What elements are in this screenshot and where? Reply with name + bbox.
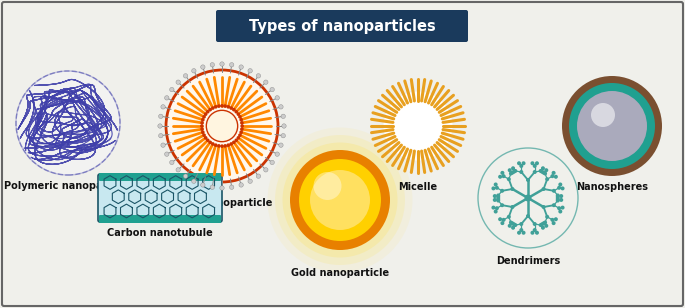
Circle shape xyxy=(560,186,564,190)
Circle shape xyxy=(558,209,562,213)
Circle shape xyxy=(275,96,279,100)
Circle shape xyxy=(554,175,558,179)
Circle shape xyxy=(577,91,647,161)
Circle shape xyxy=(256,174,260,178)
Circle shape xyxy=(556,199,560,203)
Circle shape xyxy=(535,161,539,165)
Circle shape xyxy=(517,231,521,235)
Circle shape xyxy=(533,228,537,232)
Circle shape xyxy=(161,143,165,147)
Circle shape xyxy=(234,139,238,142)
Circle shape xyxy=(554,217,558,221)
Circle shape xyxy=(229,63,234,67)
Circle shape xyxy=(200,124,203,128)
Circle shape xyxy=(170,160,174,165)
Circle shape xyxy=(541,166,545,170)
Circle shape xyxy=(498,175,502,179)
Circle shape xyxy=(220,104,224,107)
Circle shape xyxy=(501,218,506,222)
Circle shape xyxy=(495,186,499,190)
Circle shape xyxy=(256,74,260,78)
Circle shape xyxy=(569,83,655,169)
Circle shape xyxy=(202,115,206,119)
Circle shape xyxy=(239,130,243,134)
Circle shape xyxy=(384,91,453,160)
Circle shape xyxy=(545,224,548,228)
Circle shape xyxy=(509,221,513,225)
Circle shape xyxy=(210,63,214,67)
Circle shape xyxy=(223,104,227,108)
Circle shape xyxy=(275,152,279,156)
Circle shape xyxy=(164,152,169,156)
Circle shape xyxy=(159,133,163,138)
Circle shape xyxy=(248,69,252,73)
Circle shape xyxy=(164,96,169,100)
Circle shape xyxy=(202,133,206,137)
Circle shape xyxy=(161,105,165,109)
Circle shape xyxy=(159,114,163,119)
Circle shape xyxy=(496,193,500,197)
Circle shape xyxy=(509,172,513,176)
Circle shape xyxy=(513,223,517,227)
Circle shape xyxy=(507,215,511,219)
Circle shape xyxy=(192,69,196,73)
Circle shape xyxy=(200,127,204,131)
Circle shape xyxy=(560,206,564,210)
Circle shape xyxy=(525,194,532,201)
Circle shape xyxy=(535,231,539,235)
Circle shape xyxy=(510,187,514,191)
Circle shape xyxy=(545,177,549,181)
Circle shape xyxy=(526,214,530,218)
Circle shape xyxy=(229,142,233,146)
Circle shape xyxy=(239,65,243,69)
Circle shape xyxy=(559,194,563,198)
Text: Gold nanoparticle: Gold nanoparticle xyxy=(291,268,389,278)
Circle shape xyxy=(519,228,523,232)
Circle shape xyxy=(556,197,560,201)
Circle shape xyxy=(192,179,196,184)
Circle shape xyxy=(201,65,205,69)
Circle shape xyxy=(232,140,236,144)
Circle shape xyxy=(223,144,227,148)
Circle shape xyxy=(217,104,221,108)
Circle shape xyxy=(227,105,230,109)
Circle shape xyxy=(236,136,240,140)
Circle shape xyxy=(220,144,224,148)
Circle shape xyxy=(511,166,515,170)
Circle shape xyxy=(206,110,210,114)
Circle shape xyxy=(510,205,514,209)
Circle shape xyxy=(270,160,275,165)
Circle shape xyxy=(240,121,244,125)
Circle shape xyxy=(290,150,390,250)
Circle shape xyxy=(551,221,556,225)
Circle shape xyxy=(542,205,545,209)
Circle shape xyxy=(533,170,537,174)
Circle shape xyxy=(494,182,498,186)
Circle shape xyxy=(500,203,504,207)
Circle shape xyxy=(552,189,556,193)
Circle shape xyxy=(214,143,218,147)
Circle shape xyxy=(519,164,523,168)
Circle shape xyxy=(201,118,205,122)
Circle shape xyxy=(501,221,504,225)
Circle shape xyxy=(517,161,521,165)
Circle shape xyxy=(510,171,514,175)
Text: Types of nanoparticles: Types of nanoparticles xyxy=(249,18,436,34)
Circle shape xyxy=(299,159,381,241)
Circle shape xyxy=(551,171,556,175)
Circle shape xyxy=(314,172,342,200)
Circle shape xyxy=(493,194,497,198)
Circle shape xyxy=(559,198,563,202)
Circle shape xyxy=(540,170,544,174)
Circle shape xyxy=(510,221,514,225)
Circle shape xyxy=(491,186,495,190)
Circle shape xyxy=(200,121,204,125)
Circle shape xyxy=(542,221,546,225)
Circle shape xyxy=(541,226,545,230)
Circle shape xyxy=(282,124,286,128)
Circle shape xyxy=(508,224,512,228)
Text: Micelle: Micelle xyxy=(399,182,438,192)
Circle shape xyxy=(201,130,205,134)
Circle shape xyxy=(248,179,252,184)
